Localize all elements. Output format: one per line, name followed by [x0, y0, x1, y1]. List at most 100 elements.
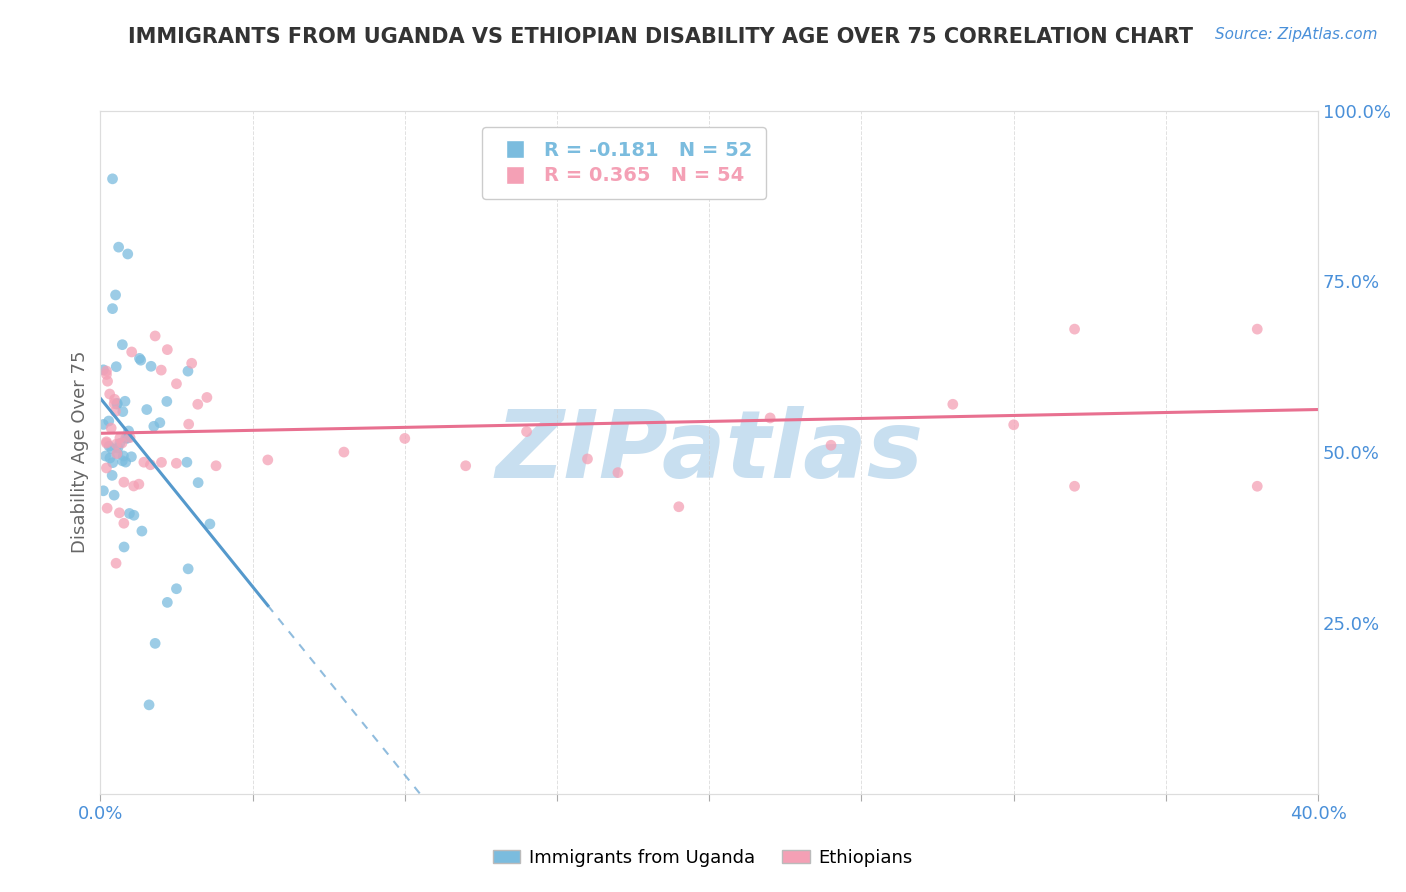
- Point: [96, 436, 118, 450]
- Point: [111, 454, 134, 468]
- Point: [96, 501, 118, 516]
- Point: [96, 374, 118, 388]
- Point: [107, 240, 129, 254]
- Point: [112, 475, 135, 490]
- Point: [198, 516, 221, 531]
- Point: [112, 516, 135, 531]
- Point: [111, 404, 134, 418]
- Y-axis label: Disability Age Over 75: Disability Age Over 75: [72, 351, 89, 553]
- Point: [114, 431, 136, 445]
- Point: [105, 556, 128, 570]
- Point: [117, 424, 139, 438]
- Point: [1246, 322, 1268, 336]
- Point: [195, 391, 218, 405]
- Point: [122, 479, 145, 493]
- Point: [668, 500, 690, 514]
- Point: [187, 397, 209, 411]
- Point: [105, 396, 128, 410]
- Point: [118, 507, 141, 521]
- Point: [98, 450, 121, 465]
- Point: [118, 431, 141, 445]
- Point: [177, 364, 200, 378]
- Point: [111, 436, 134, 450]
- Point: [105, 359, 128, 374]
- Point: [143, 329, 166, 343]
- Point: [100, 442, 122, 456]
- Point: [1063, 322, 1085, 336]
- Point: [131, 524, 153, 538]
- Point: [93, 483, 115, 498]
- Point: [165, 456, 187, 470]
- Point: [485, 152, 508, 166]
- Point: [120, 450, 142, 464]
- Point: [117, 247, 139, 261]
- Point: [93, 363, 115, 377]
- Point: [114, 394, 136, 409]
- Point: [142, 419, 165, 434]
- Point: [96, 368, 118, 382]
- Point: [98, 439, 121, 453]
- Point: [122, 508, 145, 523]
- Point: [108, 506, 131, 520]
- Point: [107, 441, 129, 455]
- Point: [820, 438, 842, 452]
- Point: [333, 445, 356, 459]
- Point: [100, 421, 122, 435]
- Point: [105, 397, 128, 411]
- Point: [516, 425, 538, 439]
- Point: [128, 477, 150, 491]
- Legend: R = -0.181   N = 52, R = 0.365   N = 54: R = -0.181 N = 52, R = 0.365 N = 54: [482, 127, 766, 199]
- Text: IMMIGRANTS FROM UGANDA VS ETHIOPIAN DISABILITY AGE OVER 75 CORRELATION CHART: IMMIGRANTS FROM UGANDA VS ETHIOPIAN DISA…: [128, 27, 1194, 46]
- Point: [394, 432, 416, 446]
- Point: [96, 364, 118, 378]
- Point: [104, 404, 127, 418]
- Point: [117, 431, 139, 445]
- Point: [112, 540, 135, 554]
- Point: [180, 356, 202, 370]
- Point: [101, 468, 124, 483]
- Point: [150, 455, 173, 469]
- Point: [156, 595, 179, 609]
- Point: [98, 387, 121, 401]
- Legend: Immigrants from Uganda, Ethiopians: Immigrants from Uganda, Ethiopians: [486, 842, 920, 874]
- Point: [111, 337, 134, 351]
- Point: [93, 417, 115, 432]
- Point: [103, 488, 125, 502]
- Point: [166, 582, 188, 596]
- Point: [177, 562, 200, 576]
- Point: [121, 345, 143, 359]
- Point: [104, 288, 127, 302]
- Point: [96, 461, 118, 475]
- Point: [156, 343, 179, 357]
- Point: [149, 416, 172, 430]
- Point: [1002, 417, 1025, 432]
- Point: [177, 417, 200, 432]
- Point: [150, 363, 173, 377]
- Point: [105, 447, 128, 461]
- Point: [97, 414, 120, 428]
- Text: Source: ZipAtlas.com: Source: ZipAtlas.com: [1215, 27, 1378, 42]
- Point: [139, 359, 162, 374]
- Point: [108, 436, 131, 450]
- Point: [96, 434, 118, 449]
- Point: [105, 446, 128, 460]
- Point: [1246, 479, 1268, 493]
- Point: [132, 455, 155, 469]
- Point: [94, 449, 117, 463]
- Text: ZIPatlas: ZIPatlas: [495, 406, 924, 498]
- Point: [114, 455, 136, 469]
- Point: [176, 455, 198, 469]
- Point: [103, 392, 125, 407]
- Point: [256, 453, 278, 467]
- Point: [454, 458, 477, 473]
- Point: [1063, 479, 1085, 493]
- Point: [166, 376, 188, 391]
- Point: [138, 698, 160, 712]
- Point: [101, 301, 124, 316]
- Point: [205, 458, 228, 473]
- Point: [135, 402, 157, 417]
- Point: [105, 437, 128, 451]
- Point: [942, 397, 965, 411]
- Point: [128, 351, 150, 366]
- Point: [187, 475, 209, 490]
